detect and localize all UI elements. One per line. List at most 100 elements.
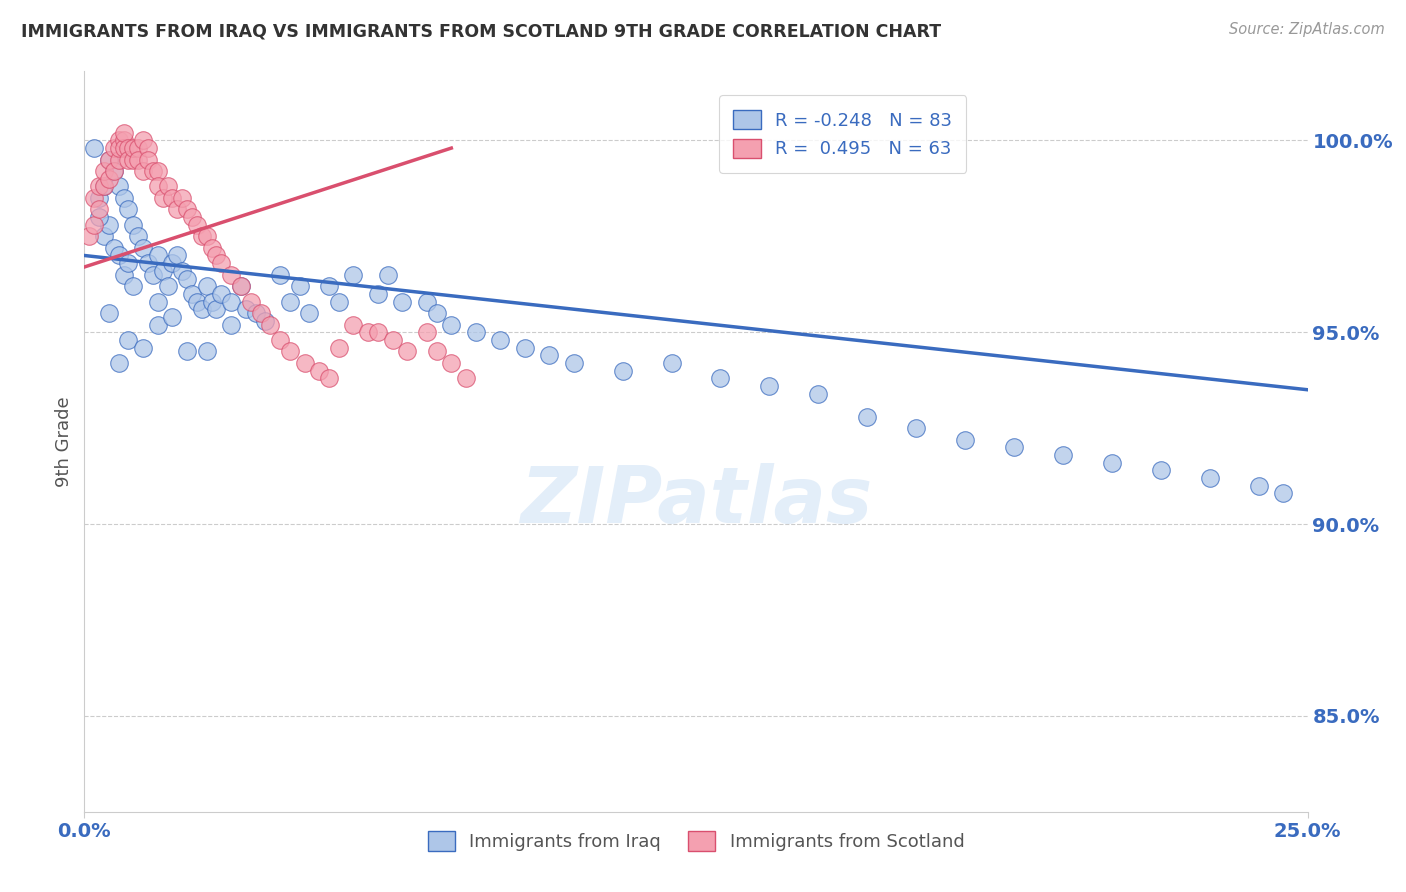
Point: [254, 314, 277, 328]
Point: [166, 202, 188, 217]
Point: [278, 294, 301, 309]
Point: [146, 179, 169, 194]
Point: [905, 421, 928, 435]
Point: [758, 379, 780, 393]
Point: [454, 371, 477, 385]
Point: [328, 341, 350, 355]
Point: [396, 344, 419, 359]
Text: Source: ZipAtlas.com: Source: ZipAtlas.com: [1229, 22, 1385, 37]
Point: [87, 179, 110, 194]
Point: [209, 286, 232, 301]
Point: [538, 348, 561, 362]
Text: ZIPatlas: ZIPatlas: [520, 463, 872, 539]
Point: [856, 409, 879, 424]
Point: [146, 318, 169, 332]
Point: [186, 294, 208, 309]
Point: [562, 356, 585, 370]
Point: [112, 141, 135, 155]
Point: [269, 268, 291, 282]
Point: [136, 153, 159, 167]
Point: [357, 325, 380, 339]
Point: [122, 153, 145, 167]
Point: [191, 229, 214, 244]
Point: [239, 294, 262, 309]
Point: [278, 344, 301, 359]
Point: [1247, 478, 1270, 492]
Point: [103, 241, 125, 255]
Point: [152, 191, 174, 205]
Point: [162, 191, 184, 205]
Point: [953, 433, 976, 447]
Point: [97, 153, 120, 167]
Point: [426, 344, 449, 359]
Point: [93, 164, 115, 178]
Point: [107, 141, 129, 155]
Point: [318, 279, 340, 293]
Point: [377, 268, 399, 282]
Point: [235, 302, 257, 317]
Point: [166, 248, 188, 262]
Point: [181, 210, 204, 224]
Point: [191, 302, 214, 317]
Point: [146, 164, 169, 178]
Point: [219, 294, 242, 309]
Point: [328, 294, 350, 309]
Point: [152, 264, 174, 278]
Point: [1101, 456, 1123, 470]
Point: [127, 153, 149, 167]
Point: [219, 268, 242, 282]
Point: [107, 179, 129, 194]
Point: [103, 164, 125, 178]
Point: [269, 333, 291, 347]
Point: [117, 256, 139, 270]
Point: [132, 241, 155, 255]
Point: [440, 318, 463, 332]
Point: [176, 202, 198, 217]
Point: [107, 153, 129, 167]
Point: [205, 302, 228, 317]
Point: [132, 133, 155, 147]
Point: [381, 333, 404, 347]
Point: [294, 356, 316, 370]
Point: [367, 286, 389, 301]
Point: [195, 279, 218, 293]
Point: [172, 191, 194, 205]
Point: [142, 268, 165, 282]
Point: [200, 294, 222, 309]
Point: [103, 141, 125, 155]
Point: [132, 341, 155, 355]
Point: [186, 218, 208, 232]
Point: [162, 310, 184, 324]
Point: [1002, 440, 1025, 454]
Point: [136, 256, 159, 270]
Point: [513, 341, 536, 355]
Point: [318, 371, 340, 385]
Point: [156, 179, 179, 194]
Point: [103, 164, 125, 178]
Point: [127, 141, 149, 155]
Legend: Immigrants from Iraq, Immigrants from Scotland: Immigrants from Iraq, Immigrants from Sc…: [420, 824, 972, 858]
Point: [162, 256, 184, 270]
Point: [97, 171, 120, 186]
Point: [229, 279, 252, 293]
Point: [107, 356, 129, 370]
Point: [117, 202, 139, 217]
Point: [1052, 448, 1074, 462]
Point: [195, 229, 218, 244]
Point: [122, 218, 145, 232]
Point: [489, 333, 512, 347]
Point: [112, 133, 135, 147]
Point: [391, 294, 413, 309]
Point: [342, 318, 364, 332]
Text: IMMIGRANTS FROM IRAQ VS IMMIGRANTS FROM SCOTLAND 9TH GRADE CORRELATION CHART: IMMIGRANTS FROM IRAQ VS IMMIGRANTS FROM …: [21, 22, 941, 40]
Point: [93, 179, 115, 194]
Point: [117, 153, 139, 167]
Point: [117, 333, 139, 347]
Point: [146, 248, 169, 262]
Point: [464, 325, 486, 339]
Point: [1198, 471, 1220, 485]
Point: [136, 141, 159, 155]
Point: [416, 294, 439, 309]
Point: [107, 248, 129, 262]
Point: [112, 268, 135, 282]
